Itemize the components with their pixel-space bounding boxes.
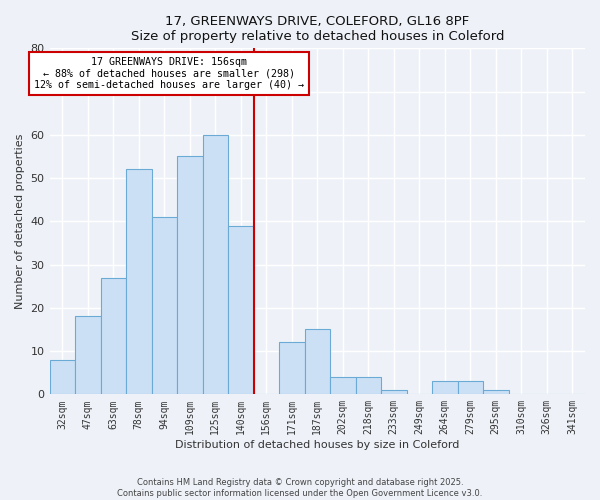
Text: 17 GREENWAYS DRIVE: 156sqm
← 88% of detached houses are smaller (298)
12% of sem: 17 GREENWAYS DRIVE: 156sqm ← 88% of deta… [34,57,304,90]
Title: 17, GREENWAYS DRIVE, COLEFORD, GL16 8PF
Size of property relative to detached ho: 17, GREENWAYS DRIVE, COLEFORD, GL16 8PF … [131,15,504,43]
Text: Contains HM Land Registry data © Crown copyright and database right 2025.
Contai: Contains HM Land Registry data © Crown c… [118,478,482,498]
Bar [228,226,254,394]
Bar [356,377,381,394]
Bar [50,360,75,394]
Bar [330,377,356,394]
Bar [126,170,152,394]
Y-axis label: Number of detached properties: Number of detached properties [15,134,25,309]
Bar [458,382,483,394]
Bar [279,342,305,394]
Bar [203,135,228,394]
Bar [177,156,203,394]
Bar [75,316,101,394]
X-axis label: Distribution of detached houses by size in Coleford: Distribution of detached houses by size … [175,440,460,450]
Bar [432,382,458,394]
Bar [101,278,126,394]
Bar [305,330,330,394]
Bar [381,390,407,394]
Bar [152,217,177,394]
Bar [483,390,509,394]
